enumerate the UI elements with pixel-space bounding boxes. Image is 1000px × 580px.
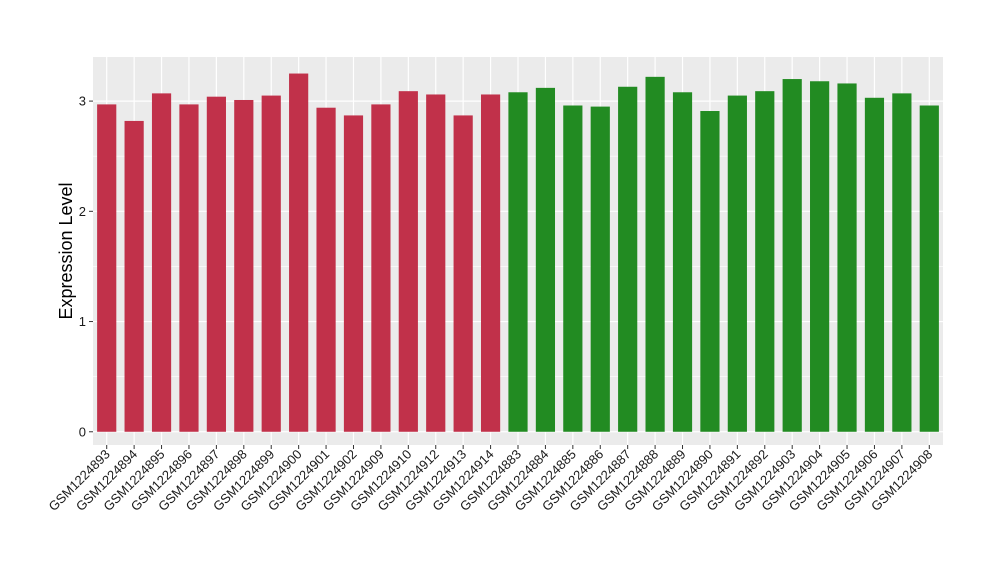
bar-GSM1224908: [919, 105, 939, 432]
y-tick-label: 3: [79, 94, 86, 109]
bar-GSM1224910: [398, 91, 418, 432]
y-axis-title: Expression Level: [56, 182, 76, 319]
bar-GSM1224906: [864, 97, 885, 432]
x-axis: GSM1224893GSM1224894GSM1224895GSM1224896…: [45, 445, 935, 514]
bar-GSM1224885: [563, 105, 583, 432]
bar-GSM1224909: [371, 104, 391, 432]
bar-GSM1224888: [645, 76, 665, 432]
bar-GSM1224912: [426, 94, 446, 432]
bar-GSM1224904: [810, 81, 830, 432]
bar-GSM1224900: [289, 73, 309, 432]
bar-GSM1224883: [508, 92, 528, 432]
bar-GSM1224891: [727, 95, 747, 432]
bar-GSM1224907: [892, 93, 912, 432]
bar-GSM1224905: [837, 83, 857, 432]
bar-GSM1224886: [590, 106, 610, 432]
bar-GSM1224894: [124, 120, 144, 432]
bar-GSM1224914: [480, 94, 501, 432]
bar-GSM1224896: [179, 104, 199, 432]
bar-GSM1224884: [535, 87, 556, 432]
bar-GSM1224902: [343, 115, 364, 432]
bar-GSM1224913: [453, 115, 473, 432]
bar-GSM1224901: [316, 107, 336, 432]
y-tick-label: 1: [79, 314, 86, 329]
bar-GSM1224903: [782, 79, 802, 432]
y-axis: 0 1 2 3: [79, 94, 93, 439]
bar-GSM1224892: [755, 91, 775, 432]
bar-GSM1224895: [151, 93, 172, 432]
y-tick-label: 2: [79, 204, 86, 219]
y-tick-label: 0: [79, 424, 86, 439]
bar-GSM1224897: [206, 96, 226, 432]
bar-GSM1224898: [234, 99, 254, 432]
bar-GSM1224887: [618, 86, 638, 432]
bar-GSM1224890: [700, 111, 720, 432]
bar-GSM1224893: [97, 104, 117, 432]
bar-GSM1224889: [672, 92, 693, 432]
bars: [97, 73, 939, 432]
bar-GSM1224899: [261, 95, 281, 432]
